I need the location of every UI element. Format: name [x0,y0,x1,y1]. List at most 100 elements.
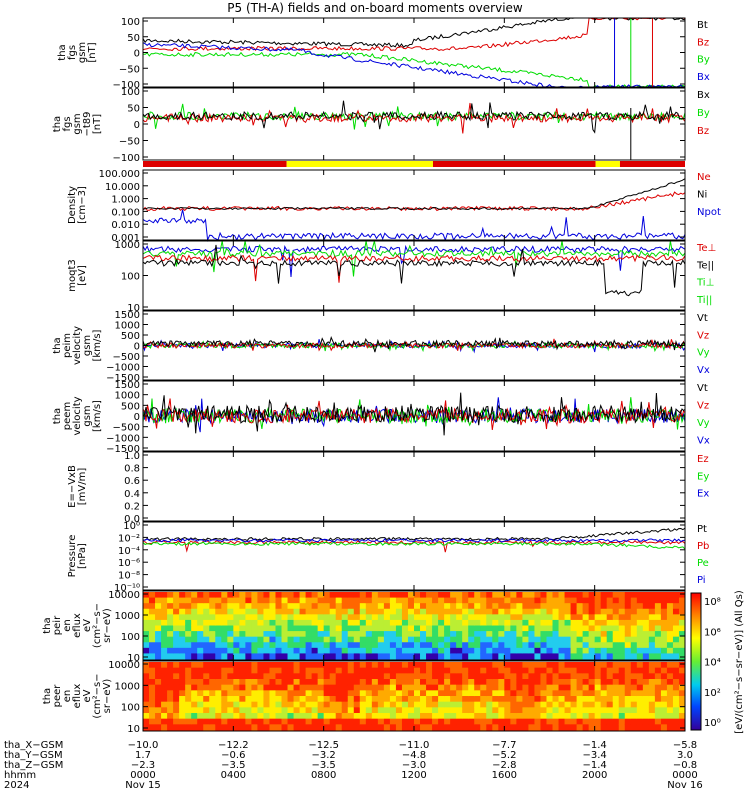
spectrogram-cell [263,636,270,643]
spectrogram-cell [624,592,632,599]
spectrogram-cell [606,667,614,674]
spectrogram-cell [245,673,252,680]
spectrogram-cell [570,619,578,626]
spectrogram-cell [371,713,379,720]
spectrogram-cell [335,592,343,599]
spectrogram-cell [155,653,162,660]
spectrogram-cell [239,690,246,697]
spectrogram-cell [359,603,367,610]
spectrogram-cell [462,701,469,708]
x-axis-value: −3.2 [312,750,336,761]
spectrogram-cell [203,724,210,731]
spectrogram-cell [377,724,385,731]
spectrogram-cell [299,673,307,680]
spectrogram-cell [552,701,560,708]
spectrogram-cell [329,690,337,697]
spectrogram-cell [510,631,517,638]
spectrogram-cell [546,713,554,720]
spectrogram-cell [588,608,596,615]
spectrogram-cell [534,636,541,643]
spectrogram-cell [606,653,614,660]
spectrogram-cell [335,614,343,621]
y-tick-label: −50 [119,64,140,75]
spectrogram-cell [227,679,234,686]
spectrogram-cell [594,614,602,621]
spectrogram-cell [203,647,210,654]
spectrogram-cell [432,667,439,674]
legend-entry: Pt [697,524,707,535]
spectrogram-cell [648,647,656,654]
y-tick-label: 10⁻⁴ [118,546,140,557]
spectrogram-cell [516,642,523,649]
spectrogram-cell [257,625,264,632]
spectrogram-cell [678,662,686,669]
y-axis-label: gsm [72,113,83,134]
spectrogram-cell [570,713,578,720]
spectrogram-cell [576,631,584,638]
spectrogram-cell [167,713,174,720]
spectrogram-cell [179,636,186,643]
spectrogram-cell [227,684,234,691]
spectrogram-cell [558,625,566,632]
spectrogram-cell [377,690,385,697]
spectrogram-cell [365,631,373,638]
spectrogram-cell [281,690,289,697]
spectrogram-cell [269,647,276,654]
spectrogram-cell [546,608,554,615]
spectrogram-cell [401,701,409,708]
spectrogram-cell [221,701,228,708]
x-axis-row-label: tha_Y−GSM [4,750,63,761]
spectrogram-cell [341,642,349,649]
spectrogram-cell [660,724,668,731]
spectrogram-cell [492,662,499,669]
spectrogram-cell [588,619,596,626]
spectrogram-cell [576,625,584,632]
spectrogram-cell [654,603,662,610]
spectrogram-cell [389,653,397,660]
spectrogram-cell [269,673,276,680]
spectrogram-cell [612,653,620,660]
spectrogram-cell [432,718,439,725]
spectrogram-cell [299,701,307,708]
spectrogram-cell [383,625,391,632]
x-axis-row-label: hhmm [4,770,36,781]
spectrogram-cell [444,619,451,626]
spectrogram-cell [323,614,331,621]
spectrogram-cell [341,724,349,731]
spectrogram-cell [642,592,650,599]
spectrogram-cell [221,724,228,731]
spectrogram-cell [642,647,650,654]
spectrogram-cell [329,701,337,708]
spectrogram-cell [251,679,258,686]
spectrogram-cell [456,718,463,725]
spectrogram-cell [239,647,246,654]
y-axis-label: [mV/m] [77,468,88,506]
spectrogram-cell [546,679,554,686]
spectrogram-cell [438,690,445,697]
spectrogram-cell [672,701,680,708]
spectrogram-cell [155,631,162,638]
x-axis-value: −3.5 [312,760,336,771]
spectrogram-cell [654,667,662,674]
spectrogram-cell [540,713,547,720]
y-tick-label: 100 [121,703,140,714]
spectrogram-cell [341,603,349,610]
spectrogram-cell [353,653,361,660]
spectrogram-cell [468,718,475,725]
y-tick-label: 100 [121,632,140,643]
spectrogram-cell [534,696,541,703]
spectrogram-cell [600,679,608,686]
spectrogram-cell [654,636,662,643]
spectrogram-cell [209,592,216,599]
spectrogram-cell [492,684,499,691]
spectrogram-cell [281,647,289,654]
spectrogram-cell [510,701,517,708]
spectrogram-cell [233,603,240,610]
spectrogram-cell [630,724,638,731]
spectrogram-cell [161,724,168,731]
spectrogram-cell [365,647,373,654]
spectrogram-cell [516,724,523,731]
spectrogram-cell [311,619,319,626]
spectrogram-cell [347,614,355,621]
spectrogram-cell [582,662,590,669]
